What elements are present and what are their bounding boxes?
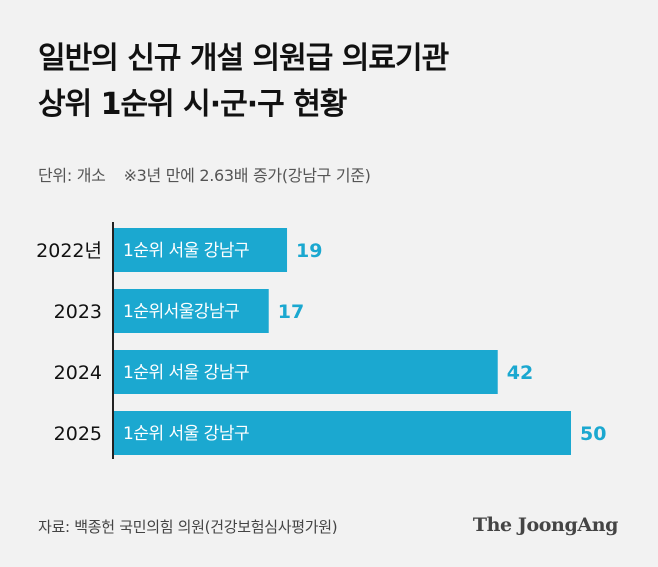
category-label-2: 2024 [54, 362, 102, 384]
source-text: 자료: 백종헌 국민의힘 의원(건강보험심사평가원) [38, 518, 338, 536]
note-label: ※3년 만에 2.63배 증가(강남구 기준) [123, 166, 371, 185]
chart-subtitle: 단위: 개소 ※3년 만에 2.63배 증가(강남구 기준) [38, 162, 371, 186]
bar-3 [113, 411, 571, 455]
bar-label-1: 1순위서울강남구 [123, 302, 239, 322]
category-label-0: 2022년 [36, 240, 102, 262]
category-label-1: 2023 [54, 301, 102, 323]
value-label-3: 50 [580, 423, 606, 445]
bar-label-3: 1순위 서울 강남구 [123, 424, 249, 444]
chart-title-line-2: 상위 1순위 시·군·구 현황 [38, 87, 347, 122]
bar-chart: 2022년 1순위 서울 강남구 19 2023 1순위서울강남구 17 2024 1순위 서… [36, 222, 606, 459]
chart-title: 일반의 신규 개설 의원급 의료기관 상위 1순위 시·군·구 현황 [38, 36, 628, 128]
chart-title-line-1: 일반의 신규 개설 의원급 의료기관 [38, 41, 449, 76]
publisher-logo: The JoongAng [472, 514, 619, 536]
unit-label: 단위: 개소 [38, 166, 106, 185]
bar-label-2: 1순위 서울 강남구 [123, 363, 249, 383]
bar-0 [113, 228, 288, 272]
value-label-0: 19 [296, 240, 322, 262]
category-label-3: 2025 [54, 423, 102, 445]
bar-1 [113, 289, 269, 333]
bar-label-0: 1순위 서울 강남구 [123, 241, 249, 261]
bar-2 [113, 350, 498, 394]
value-label-2: 42 [507, 362, 533, 384]
value-label-1: 17 [278, 301, 304, 323]
